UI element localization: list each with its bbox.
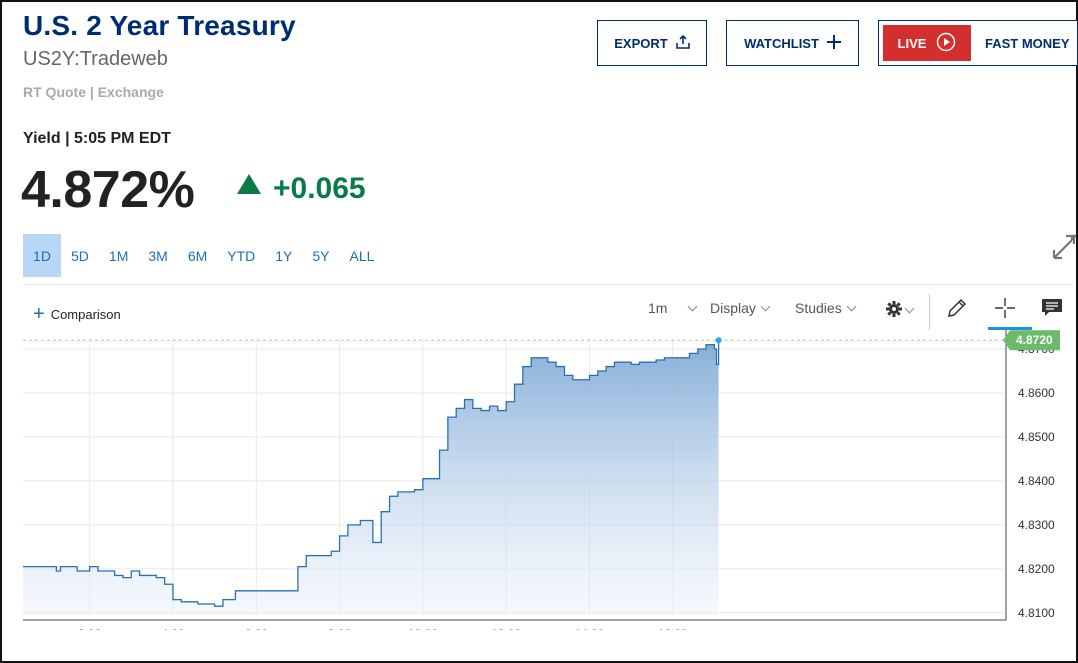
display-dropdown[interactable]: Display [710, 300, 771, 316]
series-area [23, 340, 719, 615]
expand-icon[interactable] [1050, 232, 1076, 267]
range-1m[interactable]: 1M [108, 247, 129, 264]
range-3m[interactable]: 3M [148, 247, 168, 264]
quote-source: RT Quote | Exchange [23, 84, 164, 100]
change-value: +0.065 [273, 172, 366, 205]
x-tick-label: 10:00 [408, 627, 438, 630]
toolbar-divider [23, 284, 1073, 285]
yield-chart[interactable]: 4.87004.86004.85004.84004.83004.82004.81… [0, 330, 1078, 630]
last-point-marker [715, 337, 722, 344]
price-change: +0.065 [237, 172, 366, 206]
range-all[interactable]: ALL [349, 247, 375, 264]
y-tick-label: 4.8100 [1018, 606, 1055, 620]
studies-label: Studies [795, 300, 842, 316]
y-tick-label: 4.8500 [1018, 430, 1055, 444]
fast-money-label: FAST MONEY [985, 35, 1070, 51]
live-label: LIVE [897, 35, 927, 51]
studies-dropdown[interactable]: Studies [795, 300, 857, 316]
y-tick-label: 4.8300 [1018, 518, 1055, 532]
last-price: 4.872% [21, 161, 195, 219]
range-ytd[interactable]: YTD [227, 247, 256, 264]
comment-icon[interactable] [1041, 298, 1063, 318]
x-tick-label: 4:00 [161, 627, 185, 630]
x-tick-label: 14:00 [574, 627, 604, 630]
range-5y[interactable]: 5Y [312, 247, 330, 264]
yield-timestamp: Yield | 5:05 PM EDT [23, 130, 171, 147]
display-label: Display [710, 300, 756, 316]
export-button[interactable]: EXPORT [597, 20, 707, 66]
range-6m[interactable]: 6M [187, 247, 208, 264]
y-tick-label: 4.8400 [1018, 474, 1055, 488]
current-value-label: 4.8720 [1016, 333, 1053, 347]
toolbar-separator [929, 294, 930, 330]
crosshair-active-indicator [988, 327, 1032, 330]
live-badge[interactable]: LIVE [883, 25, 971, 61]
live-fast-money-button[interactable]: LIVE FAST MONEY [878, 20, 1078, 66]
export-label: EXPORT [614, 35, 668, 51]
y-tick-label: 4.8600 [1018, 386, 1055, 400]
chevron-down-icon [688, 301, 698, 311]
settings-dropdown[interactable] [885, 300, 915, 321]
symbol-label: US2Y:Tradeweb [23, 48, 168, 70]
range-1d[interactable]: 1D [23, 234, 61, 277]
x-tick-label: 6:00 [245, 627, 269, 630]
share-upload-icon [675, 34, 690, 52]
up-arrow-icon [237, 174, 261, 194]
plus-icon: + [33, 303, 45, 325]
x-tick-label: 8:00 [328, 627, 352, 630]
y-tick-label: 4.8200 [1018, 562, 1055, 576]
plus-icon [826, 34, 841, 52]
x-tick-label: 12:00 [491, 627, 521, 630]
page-title: U.S. 2 Year Treasury [23, 10, 296, 41]
chevron-down-icon [760, 301, 771, 311]
range-1y[interactable]: 1Y [275, 247, 293, 264]
comparison-button[interactable]: + Comparison [33, 304, 121, 324]
interval-dropdown[interactable]: 1m [648, 300, 698, 316]
watchlist-button[interactable]: WATCHLIST [726, 20, 859, 66]
interval-label: 1m [648, 300, 668, 316]
comparison-label: Comparison [50, 306, 121, 322]
x-tick-label: 16:00 [658, 627, 688, 630]
chevron-down-icon [904, 303, 915, 314]
series-line [23, 340, 720, 607]
current-value-badge [1003, 330, 1060, 351]
range-5d[interactable]: 5D [71, 247, 89, 264]
play-circle-icon [936, 32, 956, 55]
watchlist-label: WATCHLIST [744, 35, 819, 51]
chevron-down-icon [846, 301, 857, 311]
draw-pencil-icon[interactable] [946, 297, 968, 319]
gear-icon [885, 300, 903, 321]
crosshair-icon[interactable] [994, 297, 1016, 319]
time-range-selector: 1D 5D 1M 3M 6M YTD 1Y 5Y ALL [23, 234, 384, 277]
x-tick-label: 2:00 [78, 627, 102, 630]
